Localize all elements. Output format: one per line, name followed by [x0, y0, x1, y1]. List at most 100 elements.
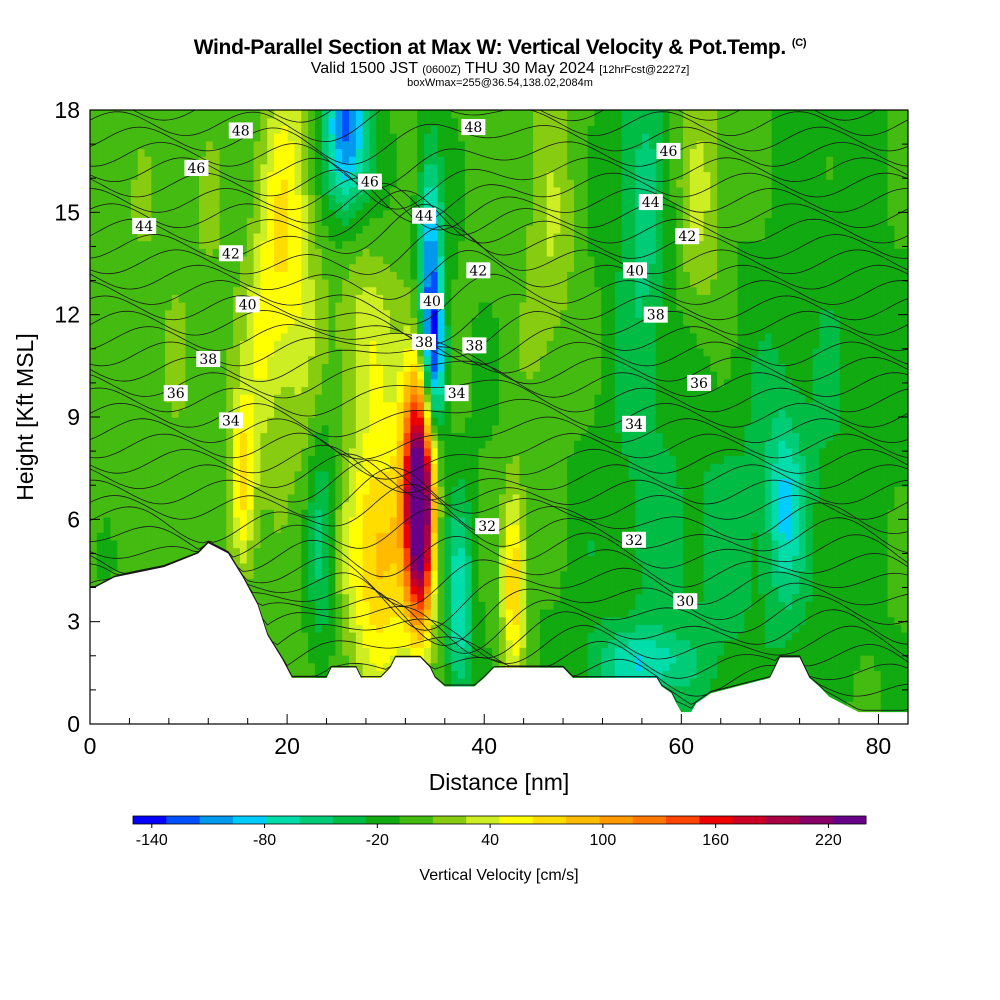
w-cell	[430, 179, 439, 188]
w-cell	[492, 539, 500, 549]
w-cell	[158, 493, 166, 503]
w-cell	[430, 593, 439, 602]
w-cell	[124, 332, 132, 341]
w-cell	[103, 509, 112, 518]
w-cell	[492, 647, 500, 656]
w-cell	[239, 493, 248, 503]
w-cell	[328, 578, 337, 587]
w-cell	[274, 140, 282, 150]
w-cell	[212, 539, 221, 549]
w-cell	[171, 179, 180, 188]
w-cell	[192, 509, 200, 518]
w-cell	[233, 470, 241, 480]
w-cell	[267, 631, 275, 641]
w-cell	[499, 585, 507, 595]
w-cell	[362, 232, 371, 242]
w-cell	[96, 286, 105, 295]
w-cell	[464, 486, 473, 495]
w-cell	[403, 217, 412, 226]
w-cell	[505, 608, 514, 618]
w-cell	[246, 447, 255, 457]
w-cell	[355, 125, 364, 134]
w-cell	[403, 110, 412, 119]
w-cell	[280, 363, 289, 372]
w-cell	[512, 631, 521, 641]
w-cell	[124, 340, 132, 349]
w-cell	[505, 117, 514, 127]
w-cell	[437, 148, 446, 157]
w-cell	[389, 363, 398, 372]
w-cell	[144, 340, 153, 349]
w-cell	[349, 232, 357, 242]
w-cell	[280, 117, 289, 127]
w-cell	[164, 524, 173, 533]
w-cell	[362, 570, 371, 579]
w-cell	[164, 248, 173, 257]
w-cell	[335, 378, 343, 388]
w-cell	[233, 463, 241, 472]
w-cell	[267, 409, 275, 418]
w-cell	[424, 562, 432, 572]
w-cell	[171, 370, 180, 380]
w-cell	[410, 133, 418, 142]
w-cell	[287, 608, 296, 618]
w-cell	[355, 363, 364, 372]
w-cell	[396, 555, 405, 564]
w-cell	[164, 509, 173, 518]
w-cell	[124, 163, 132, 173]
w-cell	[417, 255, 425, 265]
w-cell	[280, 209, 289, 219]
w-cell	[437, 255, 446, 265]
w-cell	[137, 562, 146, 572]
w-cell	[178, 125, 187, 134]
w-cell	[308, 624, 316, 633]
w-cell	[314, 225, 323, 234]
w-cell	[403, 324, 412, 334]
w-cell	[280, 225, 289, 234]
w-cell	[499, 301, 507, 311]
w-cell	[485, 148, 493, 157]
w-cell	[280, 255, 289, 265]
w-cell	[246, 470, 255, 480]
w-cell	[274, 194, 282, 203]
w-cell	[369, 624, 377, 633]
w-cell	[383, 578, 391, 587]
w-cell	[451, 570, 459, 579]
w-cell	[274, 163, 282, 173]
w-cell	[144, 524, 153, 533]
w-cell	[492, 148, 500, 157]
w-cell	[287, 562, 296, 572]
w-cell	[117, 301, 125, 311]
w-cell	[512, 639, 521, 648]
w-cell	[499, 324, 507, 334]
w-cell	[430, 555, 439, 564]
w-cell	[342, 654, 350, 664]
w-cell	[117, 393, 125, 403]
w-cell	[383, 409, 391, 418]
w-cell	[437, 309, 446, 318]
w-cell	[471, 547, 480, 556]
w-cell	[410, 324, 418, 334]
w-cell	[396, 194, 405, 203]
w-cell	[369, 386, 377, 395]
w-cell	[185, 317, 193, 326]
w-cell	[280, 455, 289, 464]
w-cell	[253, 455, 262, 464]
w-cell	[362, 301, 371, 311]
w-cell	[294, 110, 303, 119]
w-cell	[451, 255, 459, 265]
w-cell	[499, 532, 507, 541]
w-cell	[178, 286, 187, 295]
w-cell	[369, 493, 377, 503]
w-cell	[437, 455, 446, 464]
w-cell	[90, 255, 98, 265]
w-cell	[178, 156, 187, 165]
w-cell	[383, 255, 391, 265]
w-cell	[103, 463, 112, 472]
w-cell	[349, 470, 357, 480]
w-cell	[342, 125, 350, 134]
w-cell	[294, 409, 303, 418]
w-cell	[492, 363, 500, 372]
w-cell	[505, 639, 514, 648]
w-cell	[464, 432, 473, 441]
